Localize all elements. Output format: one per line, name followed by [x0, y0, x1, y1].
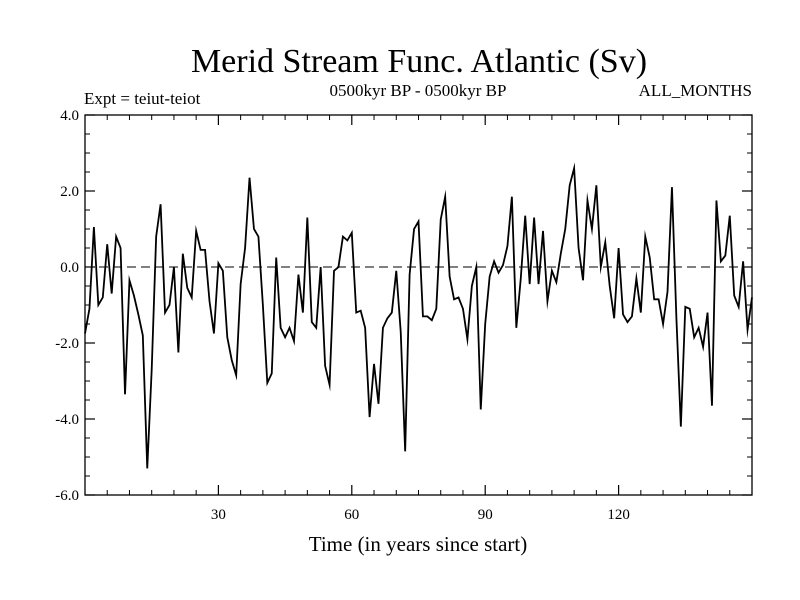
series-line	[84, 162, 753, 469]
plot-frame	[84, 114, 753, 496]
x-axis-label: Time (in years since start)	[309, 532, 528, 556]
y-tick-label: 4.0	[60, 108, 79, 124]
x-tick-label: 30	[211, 507, 226, 523]
y-tick-label: 2.0	[60, 184, 79, 200]
chart-title: Merid Stream Func. Atlantic (Sv)	[191, 43, 647, 80]
x-tick-label: 120	[607, 507, 630, 523]
experiment-label: Expt = teiut-teiot	[84, 89, 201, 108]
season-label: ALL_MONTHS	[639, 81, 752, 100]
x-tick-label: 90	[478, 507, 493, 523]
y-tick-label: -4.0	[55, 412, 79, 428]
axis-ticks: 30 60 90 120 4.0 2.0 0.0 -2.0 -4.0 -6.0	[55, 108, 752, 523]
y-tick-label: -2.0	[55, 336, 79, 352]
x-tick-label: 60	[344, 507, 359, 523]
y-tick-label: 0.0	[60, 260, 79, 276]
plot-area: 30 60 90 120 4.0 2.0 0.0 -2.0 -4.0 -6.0	[55, 108, 753, 523]
y-tick-label: -6.0	[55, 488, 79, 504]
period-label: 0500kyr BP - 0500kyr BP	[330, 81, 507, 100]
